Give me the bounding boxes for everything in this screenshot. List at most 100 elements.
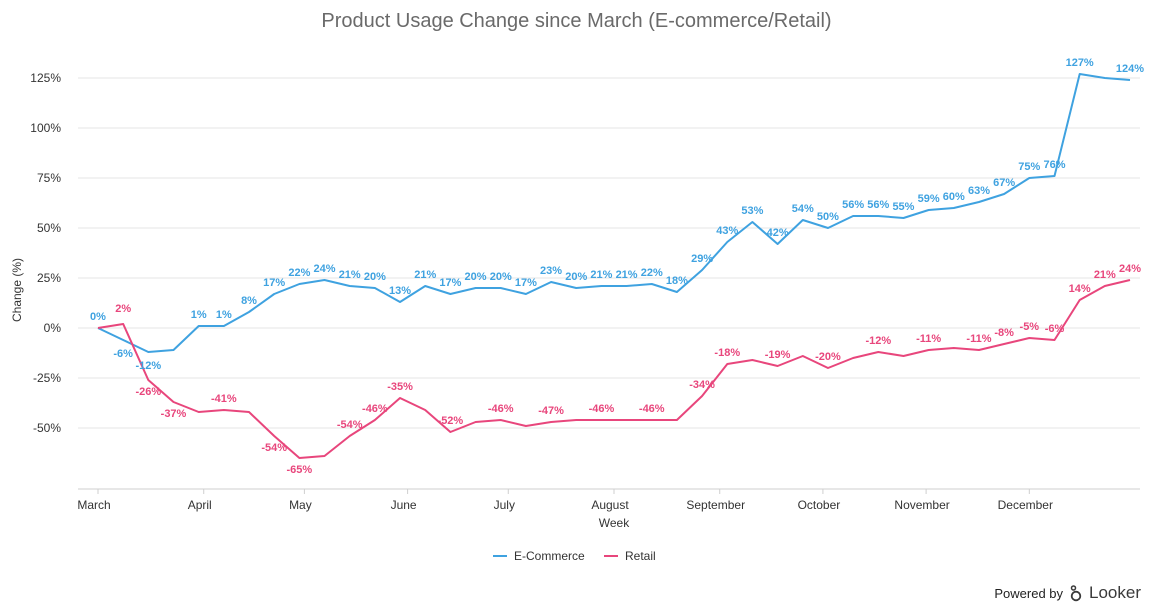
data-label: -47% [538, 405, 564, 417]
x-tick-label: October [798, 498, 841, 512]
data-label: 42% [767, 227, 789, 239]
data-label: 24% [1119, 263, 1141, 275]
data-label: -41% [211, 393, 237, 405]
data-label: 127% [1066, 57, 1094, 69]
y-axis: 125% 100% 75% 50% 25% 0% -25% -50% [30, 71, 61, 435]
y-tick-label: -25% [33, 371, 61, 385]
powered-by-text: Powered by [994, 585, 1064, 601]
x-tick-label: November [894, 498, 949, 512]
data-label: 60% [943, 191, 965, 203]
y-tick-label: 25% [37, 271, 61, 285]
data-label: -20% [815, 351, 841, 363]
looker-logo-icon [1070, 585, 1082, 602]
data-label: -6% [113, 348, 133, 360]
x-tick-label: June [391, 498, 417, 512]
data-label: 23% [540, 265, 562, 277]
data-label: 2% [115, 303, 131, 315]
data-label: 63% [968, 185, 990, 197]
data-label: -12% [865, 335, 891, 347]
data-label: 17% [515, 277, 537, 289]
data-label: -11% [966, 333, 991, 345]
data-label: 21% [339, 269, 361, 281]
chart-title: Product Usage Change since March (E-comm… [321, 10, 832, 32]
data-label: -19% [765, 349, 791, 361]
data-label: 17% [263, 277, 285, 289]
x-axis: March April May June July August September Octo… [77, 489, 1053, 512]
data-label: -46% [362, 403, 388, 415]
x-tick-label: December [998, 498, 1053, 512]
data-label: 8% [241, 295, 257, 307]
data-label: 20% [565, 271, 587, 283]
data-label: -54% [337, 419, 363, 431]
x-tick-label: August [591, 498, 629, 512]
data-label: 1% [191, 309, 207, 321]
data-label: -52% [438, 415, 464, 427]
series-line-e-commerce[interactable] [97, 73, 1131, 353]
data-label: 13% [389, 285, 411, 297]
data-label: 21% [590, 269, 612, 281]
data-label: 54% [792, 203, 814, 215]
data-label: -6% [1045, 323, 1065, 335]
x-tick-label: March [77, 498, 110, 512]
data-label: -11% [916, 333, 941, 345]
powered-by-looker[interactable]: Powered by Looker [994, 583, 1141, 603]
data-label: 75% [1018, 161, 1040, 173]
y-tick-label: 100% [30, 121, 61, 135]
data-label: 0% [90, 311, 106, 323]
data-label: 24% [314, 263, 336, 275]
data-label: 20% [465, 271, 487, 283]
data-label: 76% [1043, 159, 1065, 171]
data-label: 50% [817, 211, 839, 223]
y-tick-label: 50% [37, 221, 61, 235]
data-label: -35% [387, 381, 413, 393]
looker-brand-text: Looker [1089, 583, 1141, 602]
x-tick-label: September [686, 498, 745, 512]
data-label: 20% [490, 271, 512, 283]
data-label: -12% [135, 360, 161, 372]
data-label: -5% [1020, 321, 1040, 333]
data-label: -18% [714, 347, 740, 359]
data-label: 21% [1094, 269, 1116, 281]
data-label: 43% [716, 225, 738, 237]
legend-label[interactable]: Retail [625, 549, 656, 563]
data-label: 14% [1069, 283, 1091, 295]
data-label: 21% [414, 269, 436, 281]
data-label: 124% [1116, 63, 1144, 75]
data-label: 56% [867, 199, 889, 211]
data-label: 53% [741, 205, 763, 217]
y-axis-title: Change (%) [10, 258, 24, 322]
data-label: -46% [639, 403, 665, 415]
data-label: 67% [993, 177, 1015, 189]
data-labels: 0%-6%-12%1% 1%8%17%22% 24% 21% 20%13%21%17% 2… [90, 57, 1144, 476]
data-label: -54% [261, 442, 287, 454]
data-label: 20% [364, 271, 386, 283]
data-label: -34% [689, 379, 715, 391]
data-label: 1% [216, 309, 232, 321]
data-label: -65% [287, 464, 313, 476]
legend-label[interactable]: E-Commerce [514, 549, 585, 563]
data-label: 29% [691, 253, 713, 265]
gridlines [78, 77, 1140, 490]
y-tick-label: 75% [37, 171, 61, 185]
data-label: -37% [161, 408, 187, 420]
data-label: -8% [994, 327, 1014, 339]
data-label: 59% [918, 193, 940, 205]
data-label: 22% [641, 267, 663, 279]
y-tick-label: 125% [30, 71, 61, 85]
x-tick-label: May [289, 498, 312, 512]
x-tick-label: July [494, 498, 515, 512]
data-label: 56% [842, 199, 864, 211]
data-label: 17% [439, 277, 461, 289]
series-line-retail[interactable] [97, 279, 1131, 459]
legend[interactable]: E-Commerce Retail [493, 549, 656, 563]
data-label: -26% [135, 386, 161, 398]
series [97, 73, 1131, 459]
y-tick-label: -50% [33, 421, 61, 435]
data-label: 55% [892, 201, 914, 213]
x-axis-title: Week [599, 516, 630, 530]
data-label: 18% [666, 275, 688, 287]
data-label: 22% [288, 267, 310, 279]
x-tick-label: April [188, 498, 212, 512]
y-tick-label: 0% [44, 321, 62, 335]
